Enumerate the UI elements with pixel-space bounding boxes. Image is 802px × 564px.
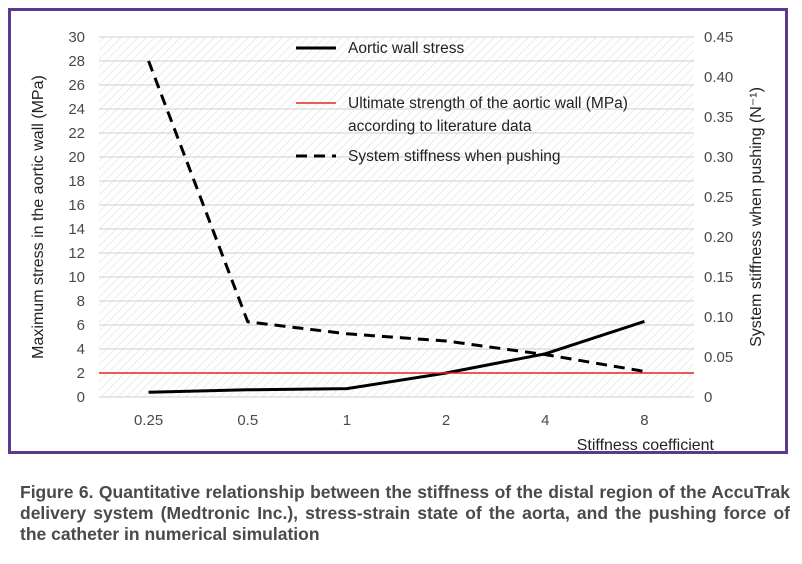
y-tick-label: 20 — [68, 149, 85, 166]
y2-tick-label: 0 — [704, 389, 712, 406]
y-tick-label: 24 — [68, 101, 85, 118]
y-tick-label: 0 — [77, 389, 85, 406]
y-tick-label: 14 — [68, 221, 85, 238]
y2-tick-label: 0.30 — [704, 149, 733, 166]
y-tick-label: 10 — [68, 269, 85, 286]
y2-tick-label: 0.05 — [704, 349, 733, 366]
legend-label: Aortic wall stress — [348, 40, 465, 57]
y-tick-label: 28 — [68, 53, 85, 70]
figure-caption: Figure 6. Quantitative relationship betw… — [20, 482, 790, 544]
series-line-0 — [148, 319, 645, 394]
x-tick-label: 8 — [640, 412, 648, 429]
y-tick-label: 8 — [77, 293, 85, 310]
legend-label: according to literature data — [348, 118, 532, 135]
x-tick-label: 4 — [541, 412, 549, 429]
y-tick-label: 4 — [77, 341, 85, 358]
y2-tick-label: 0.35 — [704, 109, 733, 126]
legend-label: System stiffness when pushing — [348, 148, 561, 165]
x-tick-label: 0.25 — [134, 412, 163, 429]
x-tick-label: 2 — [442, 412, 450, 429]
y2-tick-label: 0.45 — [704, 29, 733, 46]
plot-area — [99, 37, 694, 397]
y-tick-label: 12 — [68, 245, 85, 262]
y-tick-label: 22 — [68, 125, 85, 142]
figure-frame: 0 2 4 6 8 10 12 14 16 18 20 22 24 26 28 30 0 0.05 0.10 0.15… — [8, 8, 788, 454]
y-tick-label: 6 — [77, 317, 85, 334]
y2-tick-label: 0.20 — [704, 229, 733, 246]
y-tick-label: 30 — [68, 29, 85, 46]
x-axis-label: Stiffness coefficient — [577, 437, 715, 451]
y2-tick-label: 0.25 — [704, 189, 733, 206]
y-tick-label: 16 — [68, 197, 85, 214]
y-tick-label: 2 — [77, 365, 85, 382]
y2-tick-label: 0.15 — [704, 269, 733, 286]
x-tick-label: 0.5 — [237, 412, 258, 429]
series-line-2 — [147, 60, 645, 373]
x-tick-label: 1 — [343, 412, 351, 429]
legend-label: Ultimate strength of the aortic wall (MP… — [348, 95, 628, 112]
y2-tick-label: 0.40 — [704, 69, 733, 86]
y-tick-label: 26 — [68, 77, 85, 94]
y-axis-label: Maximum stress in the aortic wall (MPa) — [30, 75, 47, 359]
y-tick-label: 18 — [68, 173, 85, 190]
y2-axis-label: System stiffness when pushing (N⁻¹) — [748, 87, 765, 347]
chart: 02468101214161820222426283000.050.100.15… — [30, 29, 765, 451]
y2-tick-label: 0.10 — [704, 309, 733, 326]
